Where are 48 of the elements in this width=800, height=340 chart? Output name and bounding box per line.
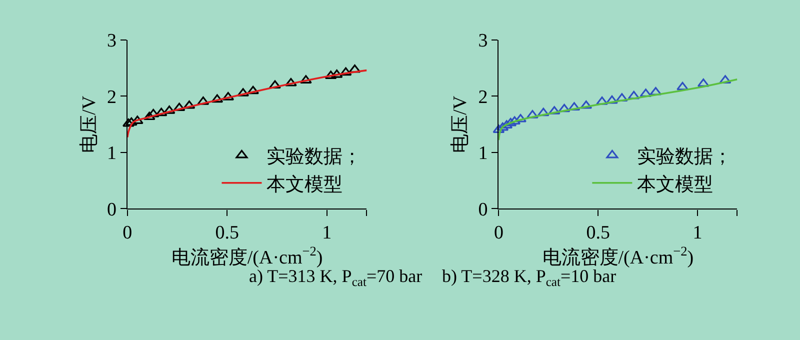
point (348, 64, 361, 73)
point (211, 94, 224, 103)
point (269, 80, 281, 89)
point (558, 104, 570, 112)
point (183, 100, 196, 109)
y-axis-title: 电压/V (450, 96, 472, 153)
x-tick-label: 0.5 (586, 222, 610, 244)
point (143, 112, 156, 120)
y-tick-label: 2 (478, 86, 488, 108)
x-axis-title: 电流密度/(A·cm$^{−2}$) (542, 244, 694, 269)
point (628, 90, 640, 100)
y-axis-title: 电压/V (78, 96, 100, 153)
point (504, 118, 517, 126)
y-tick-label: 3 (106, 30, 116, 52)
legend-label: 本文模型 (637, 174, 714, 196)
x-tick-label: 0 (494, 222, 504, 244)
point (173, 102, 186, 112)
text: b) T=328 K, P$_{cat}$=10 bar (442, 266, 616, 289)
point (496, 122, 509, 131)
point (650, 86, 662, 96)
y-tick-label: 0 (478, 199, 488, 220)
point (340, 67, 352, 76)
point (284, 78, 297, 86)
point (125, 117, 138, 126)
text: a) T=313 K, P$_{cat}$=70 bar (249, 266, 422, 289)
point (508, 116, 521, 125)
point (580, 100, 592, 109)
point (676, 82, 689, 90)
legend-label: 实验数据； (266, 146, 362, 168)
point (247, 86, 260, 94)
x-tick-label: 0.5 (215, 222, 240, 244)
y-tick-label: 1 (478, 143, 488, 164)
y-tick-label: 1 (106, 143, 116, 164)
legend-label: 实验数据； (637, 146, 732, 168)
y-tick-label: 2 (106, 86, 116, 108)
x-tick-label: 1 (322, 222, 332, 244)
point (122, 118, 134, 127)
point (514, 114, 527, 122)
point (155, 108, 168, 116)
point (537, 108, 550, 116)
y-tick-label: 3 (478, 30, 488, 52)
x-axis-title: 电流密度/(A·cm$^{−2}$) (171, 244, 323, 269)
point (606, 95, 618, 104)
point (147, 108, 160, 118)
y-tick-label: 0 (106, 199, 116, 220)
x-tick-label: 1 (692, 222, 702, 244)
x-tick-label: 0 (122, 222, 132, 244)
legend-label: 本文模型 (266, 174, 343, 196)
